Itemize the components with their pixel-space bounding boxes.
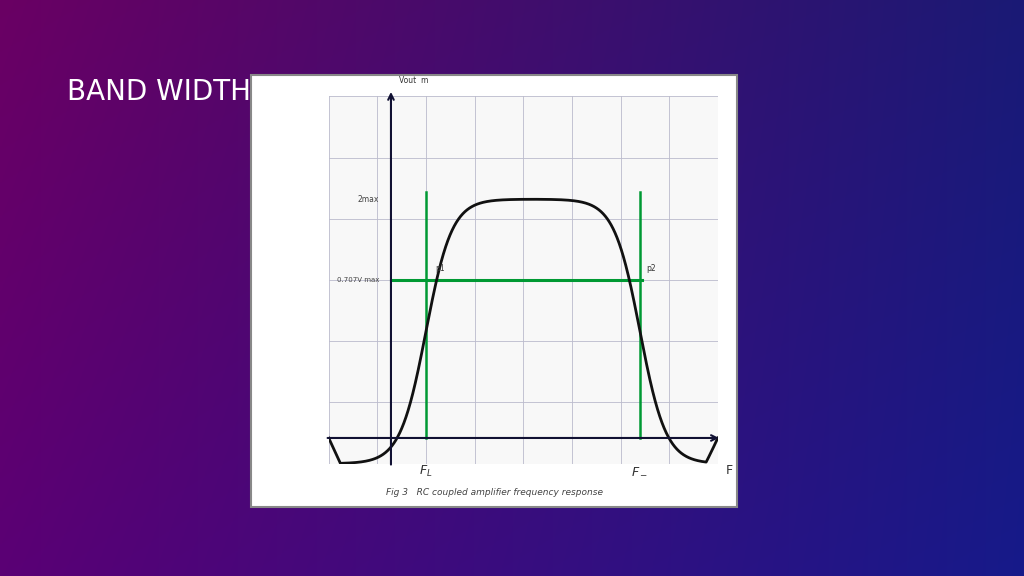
Text: $F_-$: $F_-$ <box>632 464 648 477</box>
Text: p1: p1 <box>436 264 445 273</box>
Text: 2max: 2max <box>358 195 379 204</box>
Text: 0.707V max: 0.707V max <box>337 277 379 283</box>
Text: Vout  m: Vout m <box>398 77 428 85</box>
Text: p2: p2 <box>646 264 655 273</box>
Text: $F_L$: $F_L$ <box>419 464 433 479</box>
Text: F: F <box>726 464 733 477</box>
Text: Fig 3   RC coupled amplifier frequency response: Fig 3 RC coupled amplifier frequency res… <box>386 487 602 497</box>
Text: BAND WIDTH  OF RC COUPLED AMPLIFIER: BAND WIDTH OF RC COUPLED AMPLIFIER <box>67 78 647 106</box>
FancyBboxPatch shape <box>251 75 737 507</box>
